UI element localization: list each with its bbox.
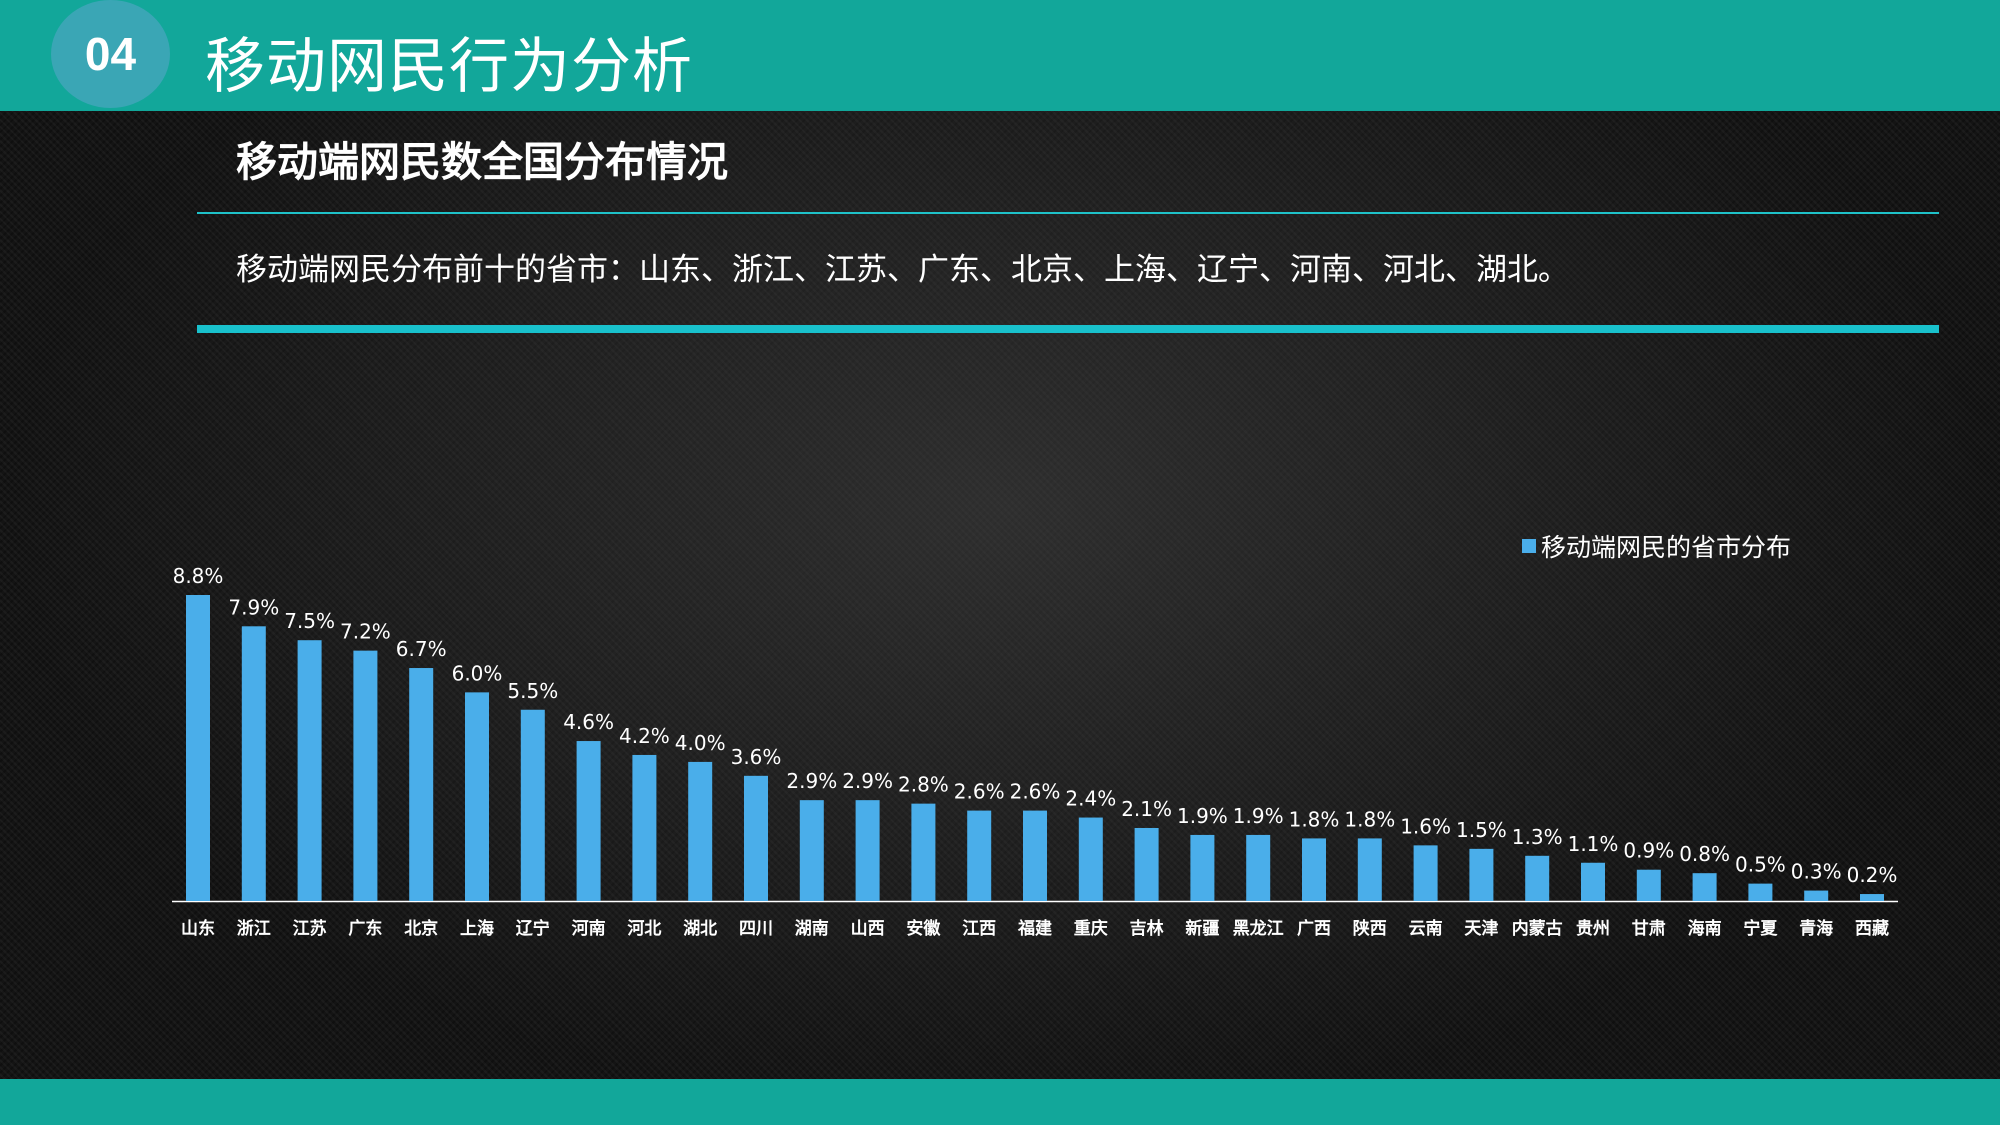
bar-22 (1414, 845, 1438, 901)
data-label-4: 6.7% (396, 637, 447, 661)
bar-11 (800, 800, 824, 901)
bar-19 (1246, 835, 1270, 901)
data-label-5: 6.0% (452, 661, 503, 685)
x-tick-label-4: 北京 (404, 918, 438, 939)
x-tick-label-5: 上海 (460, 918, 494, 939)
x-tick-label-0: 山东 (181, 918, 215, 939)
bar-16 (1079, 818, 1103, 901)
bar-1 (242, 626, 266, 901)
data-label-16: 2.4% (1065, 787, 1116, 811)
bar-7 (577, 741, 601, 901)
bar-30 (1860, 894, 1884, 901)
bar-21 (1358, 838, 1382, 901)
chart-legend: 移动端网民的省市分布 (1522, 528, 1791, 564)
data-label-24: 1.3% (1512, 825, 1563, 849)
x-tick-label-16: 重庆 (1074, 918, 1108, 939)
x-tick-label-29: 青海 (1799, 918, 1833, 939)
x-tick-label-28: 宁夏 (1743, 918, 1778, 939)
bar-6 (521, 710, 545, 901)
legend-label: 移动端网民的省市分布 (1541, 528, 1791, 564)
x-tick-label-11: 湖南 (795, 918, 829, 939)
bar-15 (1023, 811, 1047, 901)
bar-2 (298, 640, 322, 901)
bar-10 (744, 776, 768, 901)
x-tick-label-8: 河北 (627, 919, 661, 939)
x-tick-label-3: 广东 (348, 918, 382, 939)
x-tick-label-20: 广西 (1297, 918, 1331, 939)
data-label-20: 1.8% (1289, 807, 1340, 831)
data-label-14: 2.6% (954, 780, 1005, 804)
data-label-12: 2.9% (842, 769, 893, 793)
data-label-1: 7.9% (228, 595, 279, 619)
bar-27 (1693, 873, 1717, 901)
legend-swatch (1522, 539, 1536, 553)
bar-5 (465, 692, 489, 901)
x-tick-label-24: 内蒙古 (1512, 918, 1563, 939)
x-tick-label-6: 辽宁 (516, 918, 550, 939)
data-label-6: 5.5% (507, 679, 558, 703)
x-tick-label-12: 山西 (851, 919, 885, 939)
x-tick-label-30: 西藏 (1855, 919, 1889, 939)
bar-0 (186, 595, 210, 901)
data-label-15: 2.6% (1010, 780, 1061, 804)
data-label-3: 7.2% (340, 620, 391, 644)
data-label-13: 2.8% (898, 773, 949, 797)
x-tick-label-15: 福建 (1017, 918, 1052, 939)
data-label-26: 0.9% (1623, 839, 1674, 863)
x-tick-label-10: 四川 (739, 919, 773, 939)
bar-18 (1190, 835, 1214, 901)
x-tick-label-27: 海南 (1688, 918, 1722, 939)
x-tick-label-21: 陕西 (1353, 918, 1387, 939)
data-label-7: 4.6% (563, 710, 614, 734)
x-tick-label-9: 湖北 (683, 919, 717, 939)
x-tick-label-1: 浙江 (237, 918, 271, 939)
x-tick-label-13: 安徽 (906, 918, 941, 939)
bar-26 (1637, 870, 1661, 901)
data-label-25: 1.1% (1568, 832, 1619, 856)
bar-29 (1804, 891, 1828, 901)
bar-17 (1135, 828, 1159, 901)
x-tick-label-25: 贵州 (1576, 918, 1610, 939)
bar-24 (1525, 856, 1549, 901)
bar-3 (353, 651, 377, 901)
bar-8 (632, 755, 656, 901)
bar-23 (1469, 849, 1493, 901)
x-tick-label-17: 吉林 (1130, 918, 1164, 939)
data-label-19: 1.9% (1233, 804, 1284, 828)
data-label-30: 0.2% (1847, 863, 1898, 887)
data-label-9: 4.0% (675, 731, 726, 755)
bar-4 (409, 668, 433, 901)
data-label-0: 8.8% (173, 564, 224, 588)
data-label-8: 4.2% (619, 724, 670, 748)
x-tick-label-14: 江西 (962, 919, 996, 939)
bar-14 (967, 811, 991, 901)
data-label-2: 7.5% (284, 609, 335, 633)
data-label-23: 1.5% (1456, 818, 1507, 842)
data-label-27: 0.8% (1679, 842, 1730, 866)
bar-28 (1748, 884, 1772, 901)
bar-25 (1581, 863, 1605, 901)
x-tick-label-26: 甘肃 (1632, 918, 1666, 939)
data-label-17: 2.1% (1121, 797, 1172, 821)
x-tick-label-2: 江苏 (293, 918, 327, 939)
x-tick-label-22: 云南 (1409, 918, 1443, 939)
data-label-21: 1.8% (1344, 807, 1395, 831)
x-tick-label-23: 天津 (1464, 918, 1498, 939)
data-label-10: 3.6% (731, 745, 782, 769)
footer-bar (0, 1079, 2000, 1125)
bar-20 (1302, 838, 1326, 901)
bar-9 (688, 762, 712, 901)
data-label-28: 0.5% (1735, 853, 1786, 877)
bar-12 (856, 800, 880, 901)
x-tick-label-18: 新疆 (1185, 918, 1219, 939)
x-tick-label-7: 河南 (572, 918, 606, 939)
data-label-11: 2.9% (786, 769, 837, 793)
bar-13 (911, 804, 935, 901)
x-tick-label-19: 黑龙江 (1233, 918, 1284, 939)
data-label-29: 0.3% (1791, 860, 1842, 884)
data-label-22: 1.6% (1400, 814, 1451, 838)
data-label-18: 1.9% (1177, 804, 1228, 828)
